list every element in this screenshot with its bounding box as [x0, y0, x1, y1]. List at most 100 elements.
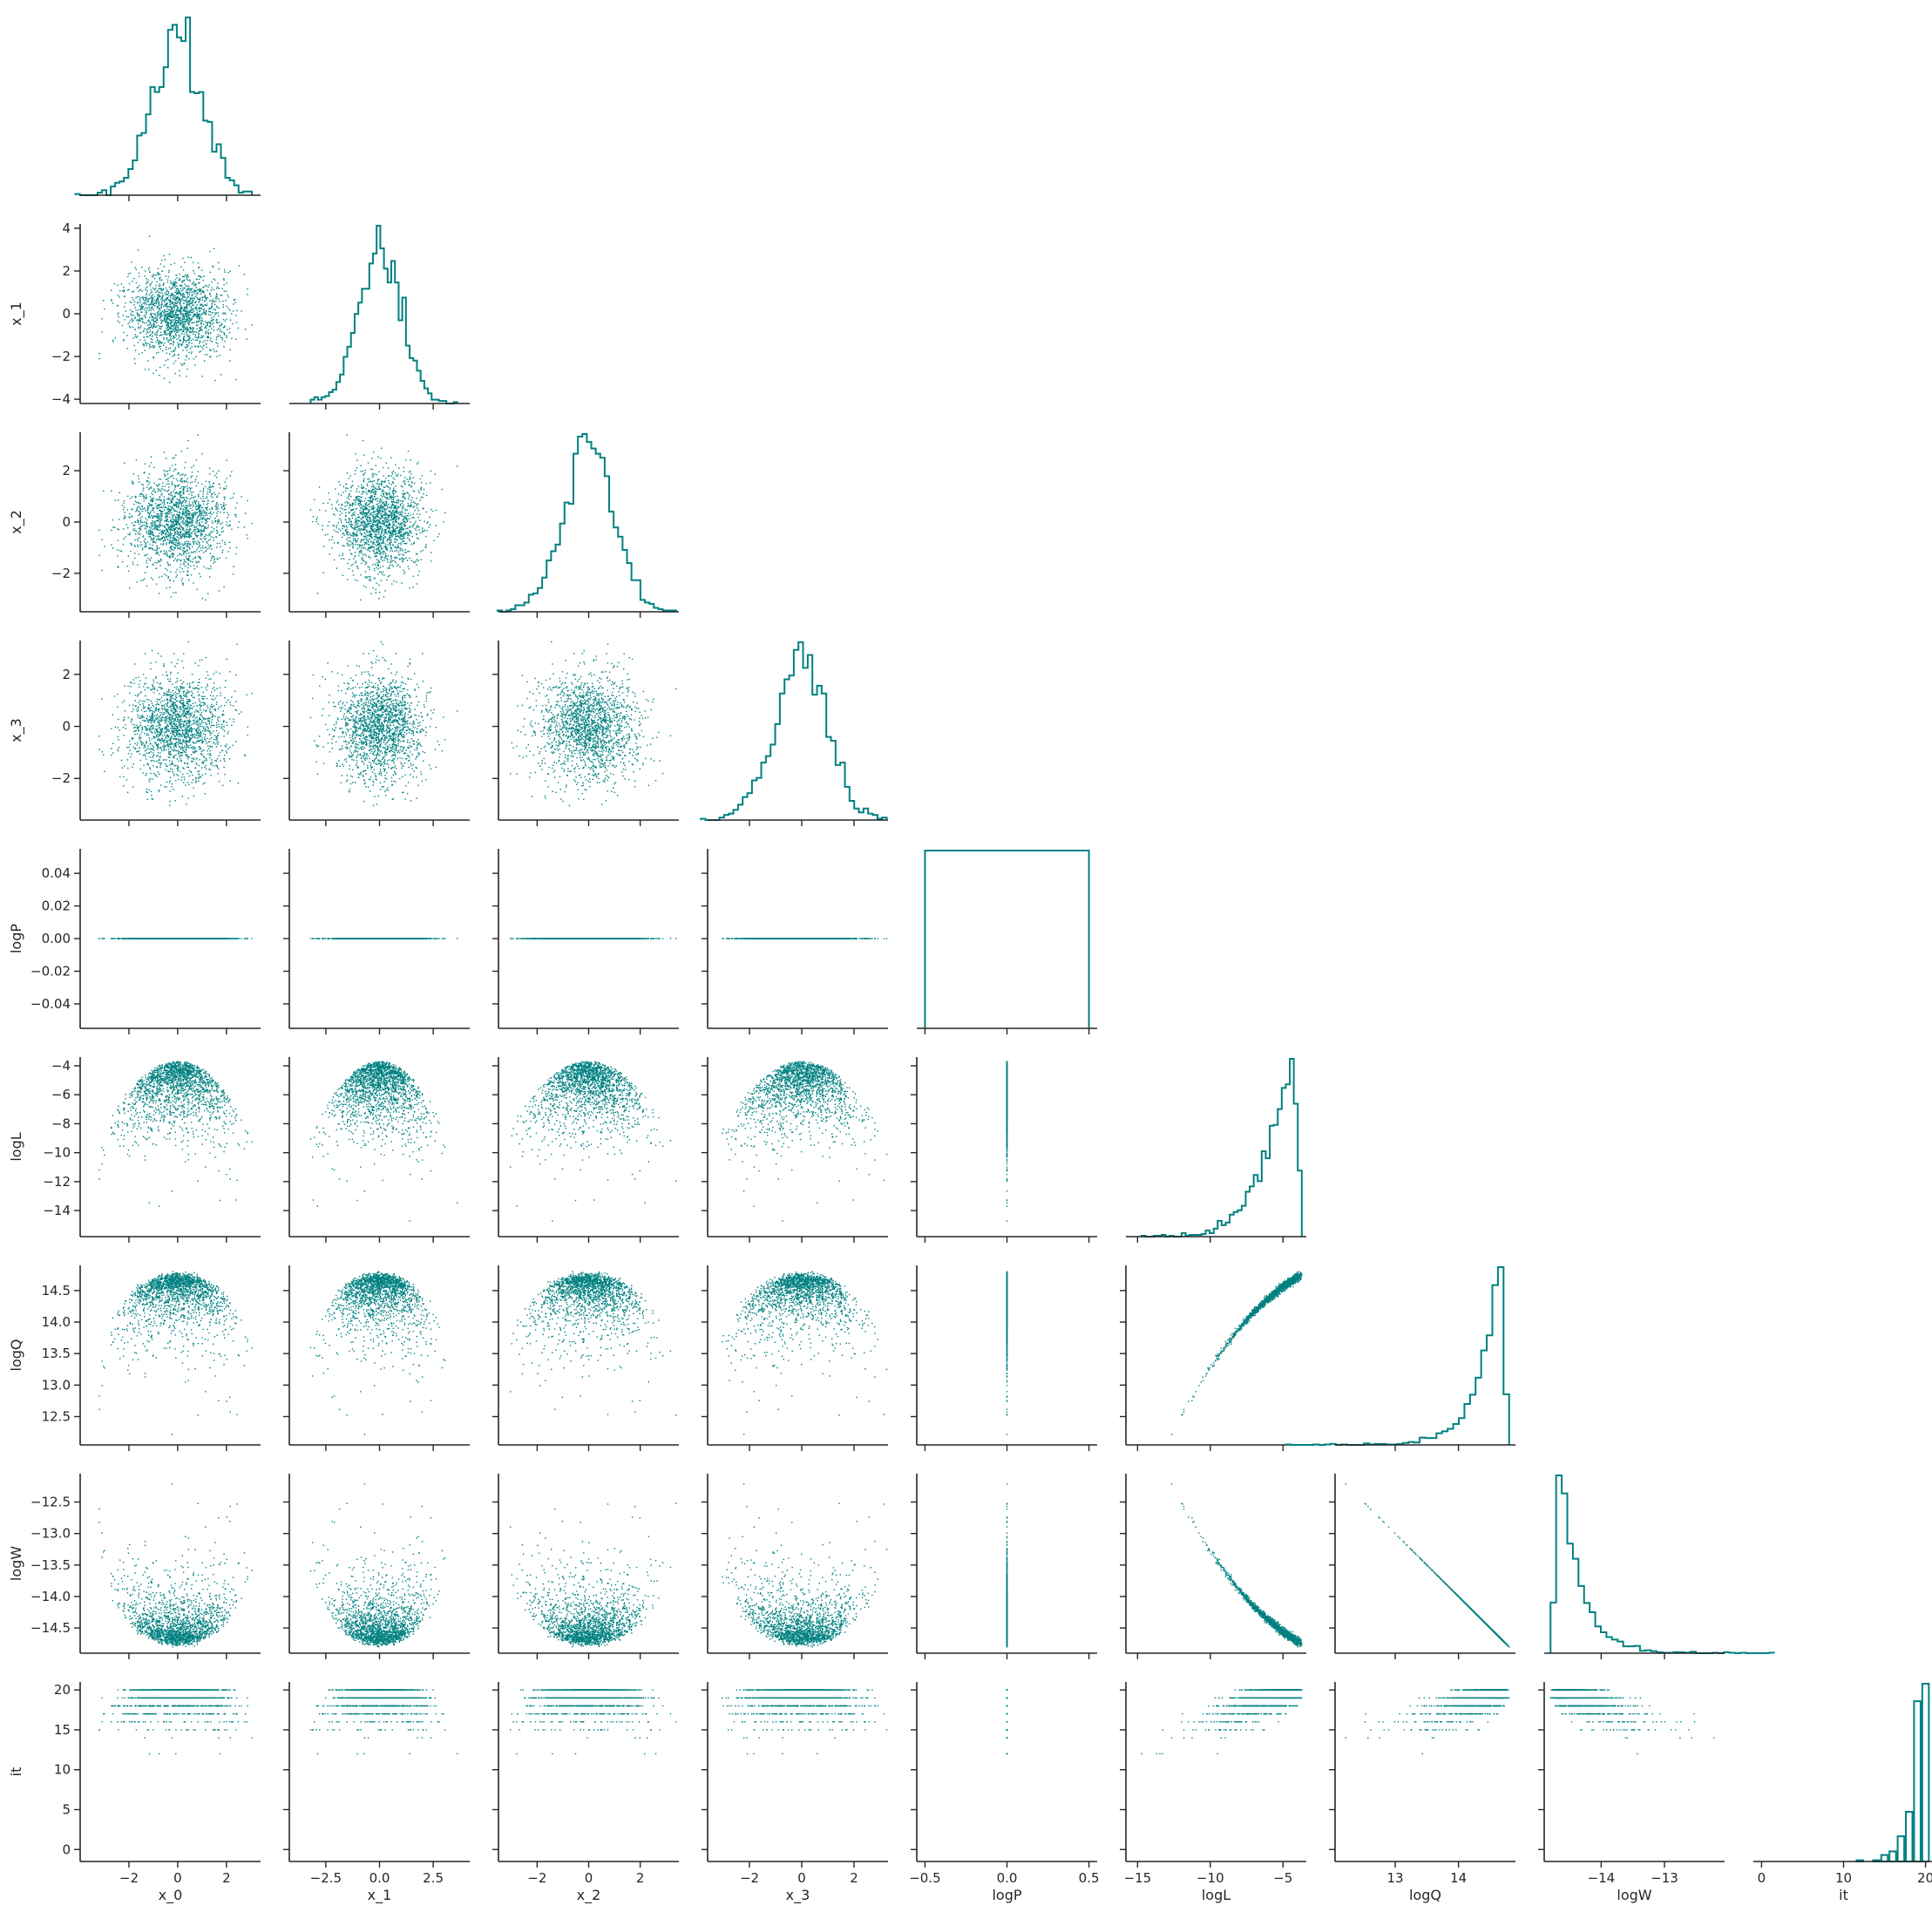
scatter-point: [164, 502, 165, 503]
scatter-point: [180, 516, 181, 517]
scatter-point: [184, 334, 185, 335]
scatter-point: [183, 339, 184, 340]
scatter-point: [132, 300, 133, 301]
scatter-point: [187, 344, 188, 345]
scatter-point: [223, 346, 224, 347]
scatter-point: [180, 340, 181, 341]
scatter-point: [137, 545, 138, 546]
scatter-point: [177, 310, 178, 311]
scatter-point: [163, 337, 164, 338]
scatter-point: [161, 342, 162, 343]
scatter-point: [169, 343, 170, 344]
scatter-point: [134, 530, 135, 531]
scatter-point: [198, 501, 199, 502]
scatter-point: [200, 290, 201, 291]
scatter-point: [184, 486, 185, 487]
scatter-point: [146, 286, 147, 287]
scatter-point: [211, 303, 212, 304]
scatter-point: [233, 566, 234, 567]
scatter-point: [168, 291, 169, 292]
scatter-point: [179, 285, 180, 286]
scatter-point: [185, 543, 186, 544]
scatter-point: [168, 329, 169, 330]
scatter-point: [149, 345, 150, 346]
scatter-point: [161, 488, 162, 489]
scatter-point: [155, 526, 156, 527]
scatter-point: [160, 322, 161, 323]
scatter-point: [126, 335, 127, 336]
scatter-point: [184, 544, 185, 545]
scatter-point: [212, 323, 213, 324]
scatter-point: [118, 314, 119, 315]
scatter-point: [144, 328, 145, 329]
scatter-point: [171, 294, 172, 295]
scatter-point: [235, 339, 236, 340]
scatter-point: [186, 546, 187, 547]
scatter-point: [210, 333, 211, 334]
scatter-point: [171, 553, 172, 554]
scatter-point: [159, 529, 160, 530]
scatter-point: [219, 355, 220, 356]
scatter-point: [136, 502, 137, 503]
scatter-point: [118, 316, 119, 317]
scatter-point: [190, 498, 191, 499]
scatter-point: [216, 497, 217, 498]
scatter-point: [166, 325, 167, 326]
scatter-point: [133, 504, 134, 505]
scatter-point: [192, 292, 193, 293]
scatter-point: [163, 339, 164, 340]
scatter-point: [151, 296, 152, 297]
scatter-point: [135, 496, 136, 497]
scatter-point: [132, 311, 133, 312]
scatter-point: [151, 346, 152, 347]
scatter-point: [155, 327, 156, 328]
scatter-point: [153, 318, 154, 319]
scatter-point: [171, 295, 172, 296]
scatter-point: [131, 314, 132, 315]
scatter-point: [204, 300, 205, 301]
scatter-point: [196, 549, 197, 550]
scatter-point: [142, 511, 143, 512]
scatter-point: [202, 321, 203, 322]
scatter-point: [186, 319, 187, 320]
scatter-point: [162, 303, 163, 304]
scatter-point: [218, 315, 219, 316]
scatter-point: [172, 287, 173, 288]
scatter-point: [180, 286, 181, 287]
scatter-point: [145, 307, 146, 308]
scatter-point: [169, 354, 170, 355]
scatter-point: [233, 573, 234, 574]
scatter-point: [182, 511, 183, 512]
scatter-point: [155, 321, 156, 322]
scatter-point: [117, 285, 118, 286]
scatter-point: [167, 502, 168, 503]
scatter-point: [195, 290, 196, 291]
scatter-point: [173, 505, 174, 506]
scatter-point: [166, 478, 167, 479]
scatter-point: [175, 306, 176, 307]
scatter-point: [157, 273, 158, 274]
scatter-point: [150, 547, 151, 548]
scatter-point: [161, 326, 162, 327]
scatter-point: [216, 546, 217, 547]
scatter-point: [236, 502, 237, 503]
scatter-point: [225, 481, 226, 482]
scatter-point: [153, 535, 154, 536]
scatter-point: [173, 309, 174, 310]
scatter-point: [180, 518, 181, 519]
scatter-point: [201, 534, 202, 535]
scatter-point: [149, 482, 150, 483]
scatter-point: [232, 323, 233, 324]
scatter-point: [195, 340, 196, 341]
scatter-point: [103, 300, 104, 301]
scatter-point: [122, 561, 123, 562]
scatter-point: [204, 361, 205, 362]
scatter-point: [201, 453, 202, 454]
scatter-point: [190, 348, 191, 349]
scatter-point: [168, 276, 169, 277]
scatter-point: [143, 496, 144, 497]
scatter-point: [133, 278, 134, 279]
scatter-point: [126, 524, 127, 525]
scatter-point: [225, 544, 226, 545]
scatter-point: [171, 331, 172, 332]
